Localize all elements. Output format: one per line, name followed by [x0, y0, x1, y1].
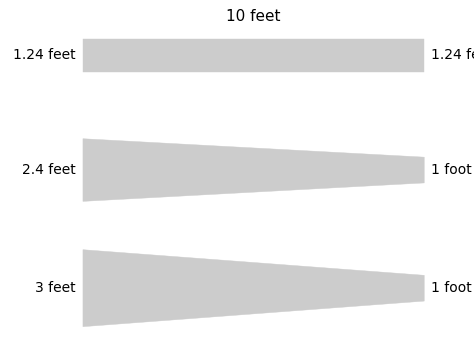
Polygon shape: [83, 139, 424, 201]
Text: 1 foot: 1 foot: [431, 163, 472, 177]
Polygon shape: [83, 39, 424, 72]
Text: 1 foot: 1 foot: [431, 281, 472, 295]
Text: 1.24 feet: 1.24 feet: [13, 48, 76, 63]
Text: 3 feet: 3 feet: [35, 281, 76, 295]
Text: 2.4 feet: 2.4 feet: [22, 163, 76, 177]
Text: 10 feet: 10 feet: [227, 9, 281, 24]
Polygon shape: [83, 250, 424, 326]
Text: 1.24 feet: 1.24 feet: [431, 48, 474, 63]
